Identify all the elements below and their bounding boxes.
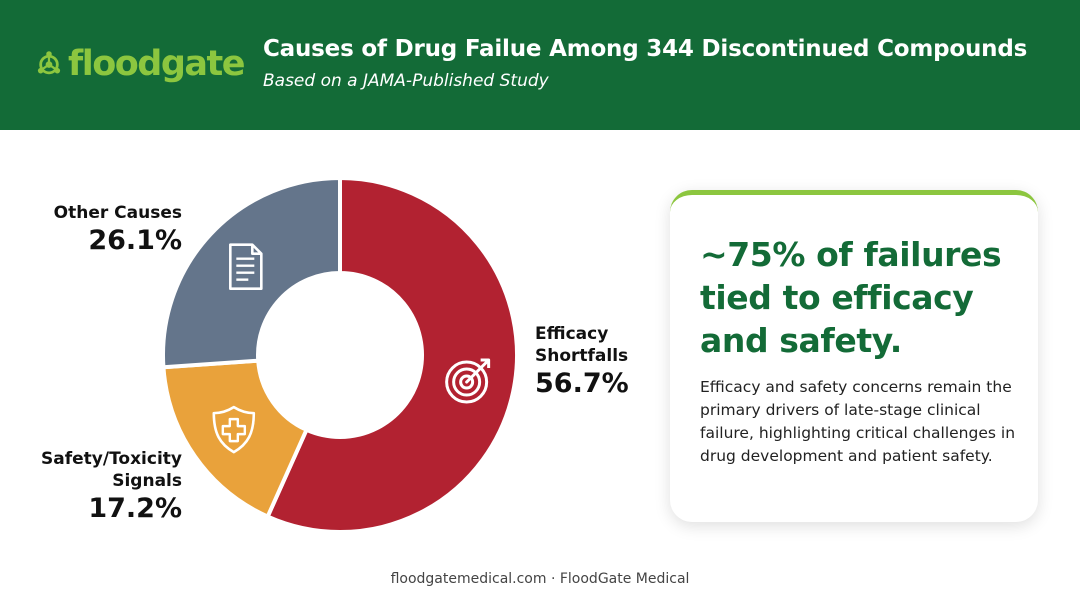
slice-label-safety: Safety/Toxicity Signals 17.2% xyxy=(41,448,182,526)
shield-plus-icon xyxy=(212,405,256,454)
slice-label-efficacy: Efficacy Shortfalls 56.7% xyxy=(535,323,629,401)
donut-slice-0 xyxy=(265,175,519,534)
footer-credit: floodgatemedical.com · FloodGate Medical xyxy=(390,571,690,587)
floodgate-logo-icon xyxy=(37,51,61,75)
callout-headline: ~75% of failures tied to efficacy and sa… xyxy=(700,235,1002,360)
brand-logo: floodgate xyxy=(34,36,246,92)
document-icon xyxy=(229,243,263,290)
slice-name-safety-line1: Safety/Toxicity xyxy=(41,449,182,469)
chart-title: Causes of Drug Failue Among 344 Disconti… xyxy=(263,36,1028,62)
callout-card: ~75% of failures tied to efficacy and sa… xyxy=(670,190,1038,522)
slice-label-other-causes: Other Causes 26.1% xyxy=(54,202,182,258)
donut-chart xyxy=(161,175,519,534)
slice-name-efficacy-line1: Efficacy xyxy=(535,324,609,344)
donut-slice-1 xyxy=(161,358,310,520)
slice-percent-efficacy: 56.7% xyxy=(535,368,629,399)
target-icon xyxy=(445,358,491,404)
header-banner: floodgate Causes of Drug Failue Among 34… xyxy=(0,0,1080,130)
slice-name-safety-line2: Signals xyxy=(112,471,182,491)
brand-name: floodgate xyxy=(67,44,246,84)
slice-percent-other-causes: 26.1% xyxy=(88,225,182,256)
slice-percent-safety: 17.2% xyxy=(88,493,182,524)
slice-name-efficacy-line2: Shortfalls xyxy=(535,346,629,366)
callout-body: Efficacy and safety concerns remain the … xyxy=(700,378,1016,465)
slice-name-other-causes: Other Causes xyxy=(53,203,182,223)
chart-subtitle: Based on a JAMA-Published Study xyxy=(263,71,549,91)
